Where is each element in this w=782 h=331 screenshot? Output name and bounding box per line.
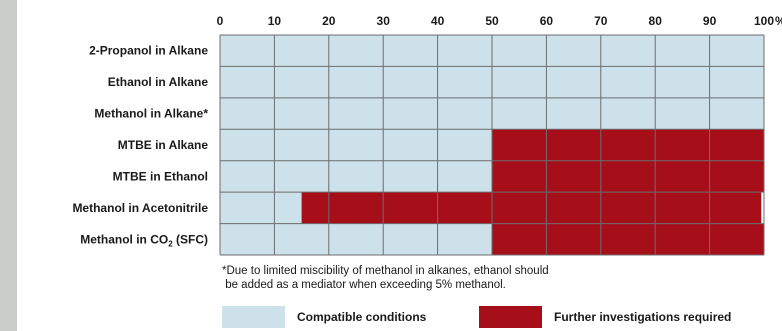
left-border-strip [0,0,17,331]
category-label-1: Ethanol in Alkane [108,75,209,89]
further-bar-5 [301,192,762,224]
x-tick-label-8: 80 [649,14,663,28]
compatible-bar-3 [220,129,492,161]
further-bar-4 [492,160,764,193]
legend-label-compatible: Compatible conditions [297,310,427,324]
compatible-bar-4 [220,160,492,193]
category-label-6: Methanol in CO2 (SFC) [80,232,208,248]
x-tick-label-7: 70 [594,14,608,28]
category-label-4: MTBE in Ethanol [113,169,208,183]
x-tick-label-3: 30 [377,14,391,28]
footnote: *Due to limited miscibility of methanol … [222,264,742,292]
category-label-3: MTBE in Alkane [118,138,209,152]
x-tick-label-5: 50 [485,14,499,28]
footnote-line-1: *Due to limited miscibility of methanol … [222,265,549,277]
legend-item-further: Further investigations required [479,306,731,328]
further-bar-3 [492,129,764,161]
category-label-2: Methanol in Alkane* [94,107,208,121]
x-axis-unit: % [775,14,782,28]
legend-label-further: Further investigations required [554,310,732,324]
footnote-line-2: be added as a mediator when exceeding 5%… [222,279,506,291]
x-tick-label-1: 10 [268,14,282,28]
category-label-5: Methanol in Acetonitrile [72,201,208,215]
legend-swatch-further [479,306,542,328]
x-tick-label-0: 0 [217,14,224,28]
x-tick-label-2: 20 [322,14,336,28]
compatibility-chart: 0 10 20 30 40 50 60 70 80 90 100% 2-Propanol in Alk… [72,14,782,256]
legend-swatch-compatible [222,306,285,328]
legend-item-compatible: Compatible conditions [222,306,426,328]
further-bar-6 [492,223,764,256]
x-tick-label-4: 40 [431,14,445,28]
x-tick-label-6: 60 [540,14,554,28]
category-label-0: 2-Propanol in Alkane [89,44,208,58]
compatible-bar-5 [220,192,302,224]
x-tick-label-10: 100 [754,14,774,28]
x-tick-label-9: 90 [703,14,717,28]
compatible-bar-6 [220,223,492,256]
